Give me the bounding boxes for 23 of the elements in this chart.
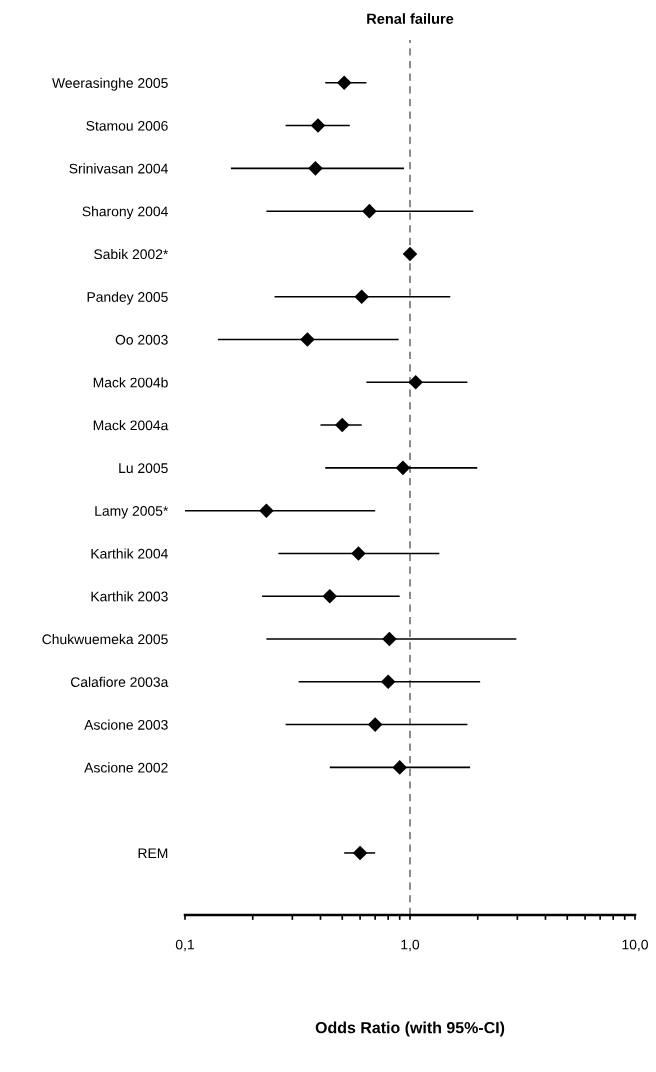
y-tick-label: Stamou 2006	[86, 120, 168, 131]
y-tick-label: Mack 2004b	[93, 377, 168, 388]
y-tick-label: Calafiore 2003a	[70, 676, 169, 687]
chart-title: Renal failure	[367, 13, 454, 24]
x-tick-label: 1,0	[401, 939, 420, 952]
y-tick-label: Sharony 2004	[82, 206, 168, 220]
x-tick-label: 10,0	[622, 939, 648, 952]
y-tick-label: Ascione 2003	[84, 719, 168, 730]
y-tick-label: Oo 2003	[115, 334, 168, 345]
y-tick-label: Lamy 2005*	[95, 505, 169, 519]
y-tick-label: REM	[138, 848, 168, 858]
x-axis-title: Odds Ratio (with 95%-CI)	[315, 1021, 505, 1037]
y-tick-label: Ascione 2002	[84, 762, 168, 773]
y-tick-label: Mack 2004a	[93, 420, 169, 431]
y-tick-label: Srinivasan 2004	[69, 163, 168, 174]
y-tick-label: Pandey 2005	[87, 291, 168, 305]
y-tick-label: Sabik 2002*	[94, 248, 169, 260]
y-tick-label: Karthik 2003	[91, 591, 168, 602]
y-tick-label: Chukwuemeka 2005	[42, 633, 168, 645]
y-tick-label: Lu 2005	[119, 463, 168, 474]
y-tick-label: Karthik 2004	[91, 548, 168, 559]
x-tick-label: 0,1	[175, 939, 194, 952]
y-tick-label: Weerasinghe 2005	[52, 77, 168, 91]
